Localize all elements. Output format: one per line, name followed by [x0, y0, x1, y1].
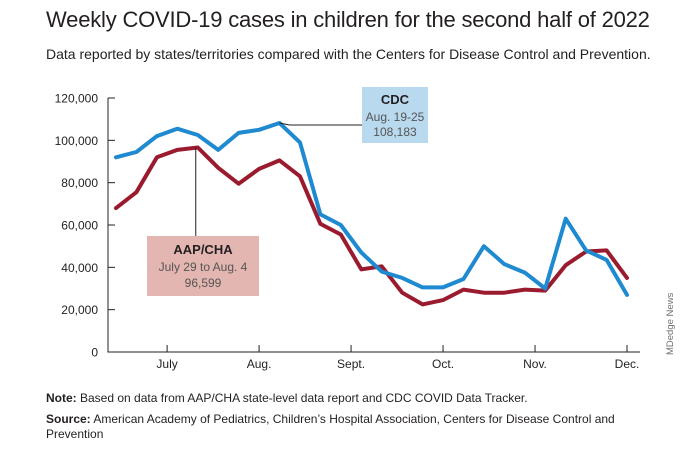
- cdc-callout-leader: [279, 122, 362, 126]
- x-tick-label: Sept.: [337, 357, 365, 371]
- aap-cha-callout-box: [147, 236, 259, 296]
- y-tick-label: 100,000: [55, 134, 99, 148]
- x-tick-label: July: [156, 357, 177, 371]
- chart-source: Source: American Academy of Pediatrics, …: [46, 412, 656, 442]
- cdc-callout-value: 108,183: [373, 125, 417, 139]
- chart-note: Note: Based on data from AAP/CHA state-l…: [46, 391, 528, 405]
- y-tick-label: 60,000: [61, 219, 98, 233]
- y-tick-label: 20,000: [61, 303, 98, 317]
- x-tick-label: Dec.: [615, 357, 640, 371]
- chart-subtitle: Data reported by states/territories comp…: [46, 46, 651, 62]
- note-label: Note:: [46, 391, 77, 405]
- cdc-series-line: [114, 121, 629, 297]
- credit-text: MDedge News: [665, 292, 676, 355]
- x-tick-label: Aug.: [247, 357, 272, 371]
- aap-cha-series-line: [114, 145, 629, 307]
- aap-cha-callout-label: AAP/CHA: [173, 242, 233, 257]
- chart-title: Weekly COVID-19 cases in children for th…: [46, 7, 650, 32]
- note-text: Based on data from AAP/CHA state-level d…: [76, 391, 528, 405]
- source-text: American Academy of Pediatrics, Children…: [46, 412, 615, 441]
- y-tick-label: 80,000: [61, 176, 98, 190]
- y-tick-label: 120,000: [55, 92, 99, 106]
- aap-cha-callout-value: 96,599: [185, 276, 222, 290]
- cdc-callout-label: CDC: [381, 92, 410, 107]
- aap-cha-callout-period: July 29 to Aug. 4: [159, 260, 248, 274]
- cdc-callout-box: [362, 87, 428, 143]
- source-label: Source:: [46, 412, 91, 426]
- cdc-callout-period: Aug. 19-25: [366, 110, 425, 124]
- x-tick-label: Oct.: [432, 357, 454, 371]
- y-tick-label: 0: [91, 346, 98, 360]
- x-tick-label: Nov.: [523, 357, 547, 371]
- y-tick-label: 40,000: [61, 261, 98, 275]
